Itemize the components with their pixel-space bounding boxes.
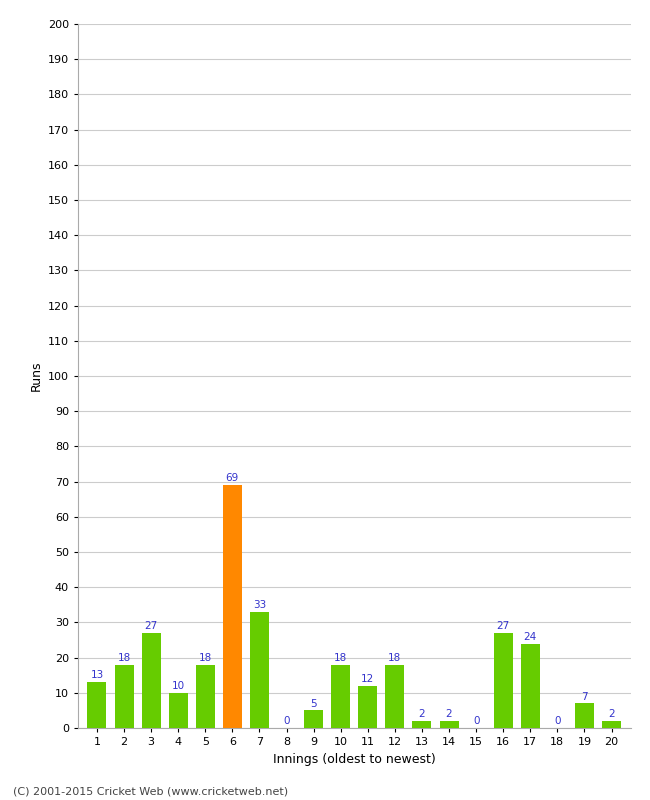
Bar (332, 665, 350, 728)
Bar (439, 721, 458, 728)
Bar (494, 633, 513, 728)
Bar (413, 721, 432, 728)
Bar (114, 665, 133, 728)
Text: 27: 27 (144, 622, 158, 631)
Bar (223, 485, 242, 728)
Text: 5: 5 (310, 698, 317, 709)
Text: 18: 18 (388, 653, 402, 663)
Bar (521, 643, 539, 728)
Text: 24: 24 (524, 632, 537, 642)
Bar (196, 665, 215, 728)
Text: 13: 13 (90, 670, 103, 681)
Text: 0: 0 (473, 716, 480, 726)
Text: 2: 2 (608, 710, 615, 719)
Text: 69: 69 (226, 474, 239, 483)
Text: 0: 0 (283, 716, 290, 726)
Bar (88, 682, 107, 728)
Text: 7: 7 (581, 691, 588, 702)
Text: 10: 10 (172, 681, 185, 691)
Bar (385, 665, 404, 728)
Bar (304, 710, 323, 728)
Bar (358, 686, 377, 728)
Bar (250, 612, 269, 728)
Text: 33: 33 (253, 600, 266, 610)
Text: 27: 27 (497, 622, 510, 631)
Text: 12: 12 (361, 674, 374, 684)
Text: 18: 18 (334, 653, 347, 663)
Text: 2: 2 (419, 710, 425, 719)
Bar (602, 721, 621, 728)
Text: 2: 2 (446, 710, 452, 719)
X-axis label: Innings (oldest to newest): Innings (oldest to newest) (273, 753, 436, 766)
Text: (C) 2001-2015 Cricket Web (www.cricketweb.net): (C) 2001-2015 Cricket Web (www.cricketwe… (13, 786, 288, 796)
Text: 0: 0 (554, 716, 560, 726)
Y-axis label: Runs: Runs (29, 361, 42, 391)
Bar (169, 693, 188, 728)
Text: 18: 18 (199, 653, 212, 663)
Bar (142, 633, 161, 728)
Text: 18: 18 (118, 653, 131, 663)
Bar (575, 703, 594, 728)
